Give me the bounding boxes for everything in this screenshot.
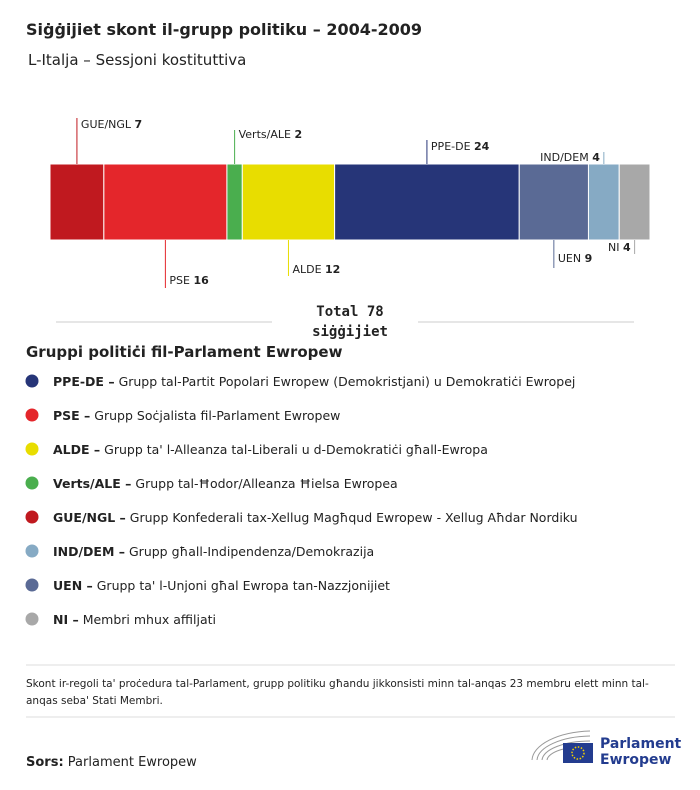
legend-text: Grupp ta' l-Unjoni għal Ewropa tan-Nazzj… [97,578,390,593]
legend-item: NI – Membri mhux affiljati [53,612,216,627]
segment-value: 24 [474,140,490,153]
legend-swatch [25,374,39,388]
bar-segment [49,163,105,241]
total-value: 78 [367,304,384,320]
legend-swatch [25,544,39,558]
bar-segment [241,163,336,241]
segment-value: 9 [585,252,593,265]
legend-abbr: GUE/NGL – [53,510,126,525]
chart-subtitle: L-Italja – Sessjoni kostituttiva [28,51,246,69]
bar-segment [226,163,243,241]
legend-item: UEN – Grupp ta' l-Unjoni għal Ewropa tan… [53,578,390,593]
legend-swatch [25,442,39,456]
bar-segment [334,163,520,241]
segment-name: PSE [169,274,190,287]
segment-name: NI [608,241,619,254]
segment-name: GUE/NGL [81,118,132,131]
total-label: Total [316,304,358,320]
bar-segment [618,163,651,241]
segment-value: 12 [325,263,340,276]
legend-text: Membri mhux affiljati [83,612,216,627]
segment-label: PSE 16 [169,274,209,287]
segment-name: PPE-DE [431,140,471,153]
footnote: anqas seba' Stati Membri. [26,695,163,707]
legend-text: Grupp tal-Partit Popolari Ewropew (Demok… [119,374,576,389]
bar-segment [103,163,228,241]
bar-segment [518,163,589,241]
segment-value: 2 [294,128,302,141]
segment-value: 4 [623,241,631,254]
segment-label: Verts/ALE 2 [239,128,302,141]
legend-item: Verts/ALE – Grupp tal-Ħodor/Alleanza Ħie… [53,476,398,491]
chart-title: Siġġijiet skont il-grupp politiku – 2004… [26,20,422,39]
segment-name: ALDE [292,263,321,276]
legend-abbr: IND/DEM – [53,544,125,559]
legend-text: Grupp Soċjalista fil-Parlament Ewropew [94,408,340,423]
source-label: Sors: [26,755,64,770]
legend-swatch [25,408,39,422]
legend-title: Gruppi politiċi fil-Parlament Ewropew [26,343,343,361]
legend-text: Grupp Konfederali tax-Xellug Magħqud Ewr… [130,510,578,525]
logo: Parlament Ewropew [531,730,682,768]
segment-name: IND/DEM [540,151,589,164]
legend-text: Grupp tal-Ħodor/Alleanza Ħielsa Ewropea [135,476,397,491]
legend-abbr: Verts/ALE – [53,476,131,491]
source-text: Parlament Ewropew [68,755,197,770]
legend-item: PSE – Grupp Soċjalista fil-Parlament Ewr… [53,408,340,423]
legend-swatch [25,476,39,490]
legend-abbr: ALDE – [53,442,100,457]
source: Sors: Parlament Ewropew [26,755,197,770]
segment-label: ALDE 12 [292,263,340,276]
segment-value: 16 [193,274,209,287]
legend-abbr: NI – [53,612,79,627]
legend-text: Grupp ta' l-Alleanza tal-Liberali u d-De… [104,442,488,457]
legend-text: Grupp għall-Indipendenza/Demokrazija [129,544,374,559]
logo-text: Parlament [600,736,682,752]
segment-value: 4 [592,151,600,164]
total: Total 78 [316,304,383,320]
legend-swatch [25,578,39,592]
segment-name: Verts/ALE [239,128,291,141]
segment-value: 7 [135,118,143,131]
legend-item: PPE-DE – Grupp tal-Partit Popolari Ewrop… [53,374,575,389]
segment-label: IND/DEM 4 [540,151,600,164]
legend-item: GUE/NGL – Grupp Konfederali tax-Xellug M… [53,510,578,525]
segment-name: UEN [558,252,581,265]
segment-label: PPE-DE 24 [431,140,490,153]
legend-swatch [25,510,39,524]
legend-abbr: PSE – [53,408,90,423]
legend-abbr: PPE-DE – [53,374,115,389]
bar-segment [587,163,620,241]
legend-swatch [25,612,39,626]
footnote: Skont ir-regoli ta' proċedura tal-Parlam… [26,678,649,690]
segment-label: NI 4 [608,241,631,254]
total-unit: siġġijiet [312,324,388,340]
segment-label: GUE/NGL 7 [81,118,142,131]
legend-abbr: UEN – [53,578,93,593]
logo-text: Ewropew [600,752,672,768]
legend-item: IND/DEM – Grupp għall-Indipendenza/Demok… [53,544,374,559]
segment-label: UEN 9 [558,252,592,265]
legend-item: ALDE – Grupp ta' l-Alleanza tal-Liberali… [53,442,488,457]
